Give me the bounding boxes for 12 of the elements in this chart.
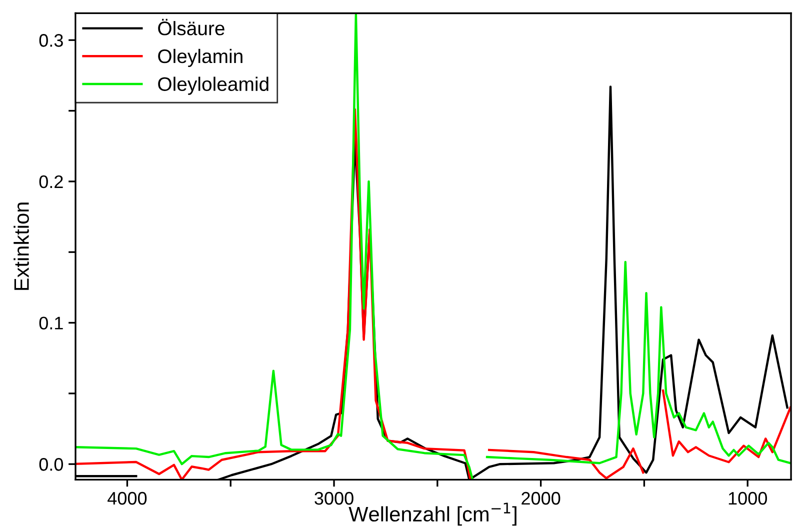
x-tick-label: 1000: [728, 492, 767, 505]
y-tick-label: 0.2: [39, 175, 63, 188]
x-tick-label: 2000: [522, 492, 560, 505]
legend-label: Oleylamin: [158, 48, 242, 67]
y-tick-label: 0.1: [39, 316, 63, 330]
y-tick-label: 0.3: [39, 34, 63, 47]
legend-label: Oleyloleamid: [158, 76, 268, 95]
legend-label: Ölsäure: [158, 18, 224, 36]
x-tick-label: 4000: [108, 492, 147, 505]
y-tick-label: 0.0: [39, 458, 64, 471]
x-tick-label: 3000: [314, 492, 354, 505]
y-axis-title: Extinktion: [14, 202, 29, 290]
